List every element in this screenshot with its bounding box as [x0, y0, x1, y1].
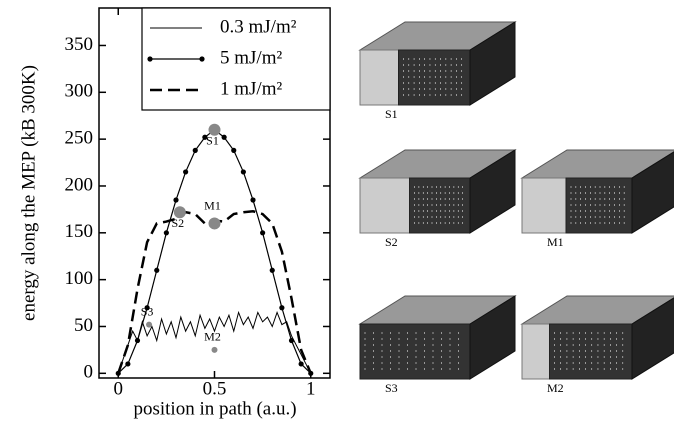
block-side	[469, 149, 516, 234]
annotation-label: M2	[204, 330, 221, 344]
block-front-light	[521, 323, 550, 380]
annotation-marker	[208, 123, 221, 136]
marker	[173, 197, 179, 203]
y-tick-label: 350	[65, 34, 94, 55]
y-tick-label: 250	[65, 127, 94, 148]
block-front-light	[359, 49, 399, 106]
marker	[192, 147, 198, 153]
panel-label: M1	[547, 235, 564, 249]
marker	[144, 305, 150, 311]
panel-label: S1	[385, 107, 398, 121]
y-tick-label: 100	[65, 268, 94, 289]
annotation-label: S3	[141, 304, 154, 318]
marker	[163, 230, 169, 236]
marker	[250, 197, 256, 203]
marker	[134, 337, 141, 344]
marker	[260, 230, 266, 236]
line	[117, 310, 312, 374]
block-front-dark	[549, 323, 633, 380]
marker	[125, 361, 131, 367]
y-tick-label: 150	[65, 221, 94, 242]
annotation-marker	[211, 346, 218, 353]
block-front-light	[359, 177, 410, 234]
legend-label: 1 mJ/m²	[220, 78, 282, 99]
marker	[183, 169, 189, 175]
block-front-light	[521, 177, 567, 234]
annotation-marker	[146, 321, 153, 328]
x-axis-label: position in path (a.u.)	[133, 398, 296, 419]
block-side	[469, 21, 516, 106]
block-front-dark	[359, 323, 471, 380]
marker	[288, 337, 295, 344]
y-tick-label: 200	[65, 174, 94, 195]
y-tick-label: 0	[84, 362, 94, 383]
marker	[221, 134, 227, 140]
marker	[269, 267, 275, 273]
x-tick-label: 0	[114, 378, 124, 399]
annotation-label: M1	[204, 198, 221, 212]
y-tick-label: 300	[65, 81, 94, 102]
panel-label: S2	[385, 235, 398, 249]
annotation-label: S2	[172, 216, 185, 230]
marker	[231, 147, 237, 153]
x-tick-label: 0.5	[203, 378, 227, 399]
block-side	[631, 297, 674, 380]
marker	[279, 305, 285, 311]
legend-marker	[147, 56, 153, 62]
y-tick-label: 50	[74, 315, 93, 336]
marker	[154, 267, 160, 273]
block-side	[469, 295, 516, 380]
panel-label: M2	[547, 381, 564, 395]
marker	[240, 169, 246, 175]
x-tick-label: 1	[306, 378, 316, 399]
marker	[298, 361, 304, 367]
panel-label: S3	[385, 381, 398, 395]
block-front-dark	[409, 177, 471, 234]
annotation-marker	[208, 217, 221, 230]
block-side	[631, 151, 674, 234]
y-axis-label: energy along the MEP (kB 300K)	[18, 65, 39, 321]
block-front-dark	[398, 49, 471, 106]
marker	[202, 134, 208, 140]
annotation-marker	[173, 206, 186, 219]
legend-label: 5 mJ/m²	[220, 47, 282, 68]
block-front-dark	[565, 177, 633, 234]
legend-label: 0.3 mJ/m²	[220, 16, 297, 37]
annotation-label: S1	[206, 134, 219, 148]
legend-marker	[199, 56, 205, 62]
